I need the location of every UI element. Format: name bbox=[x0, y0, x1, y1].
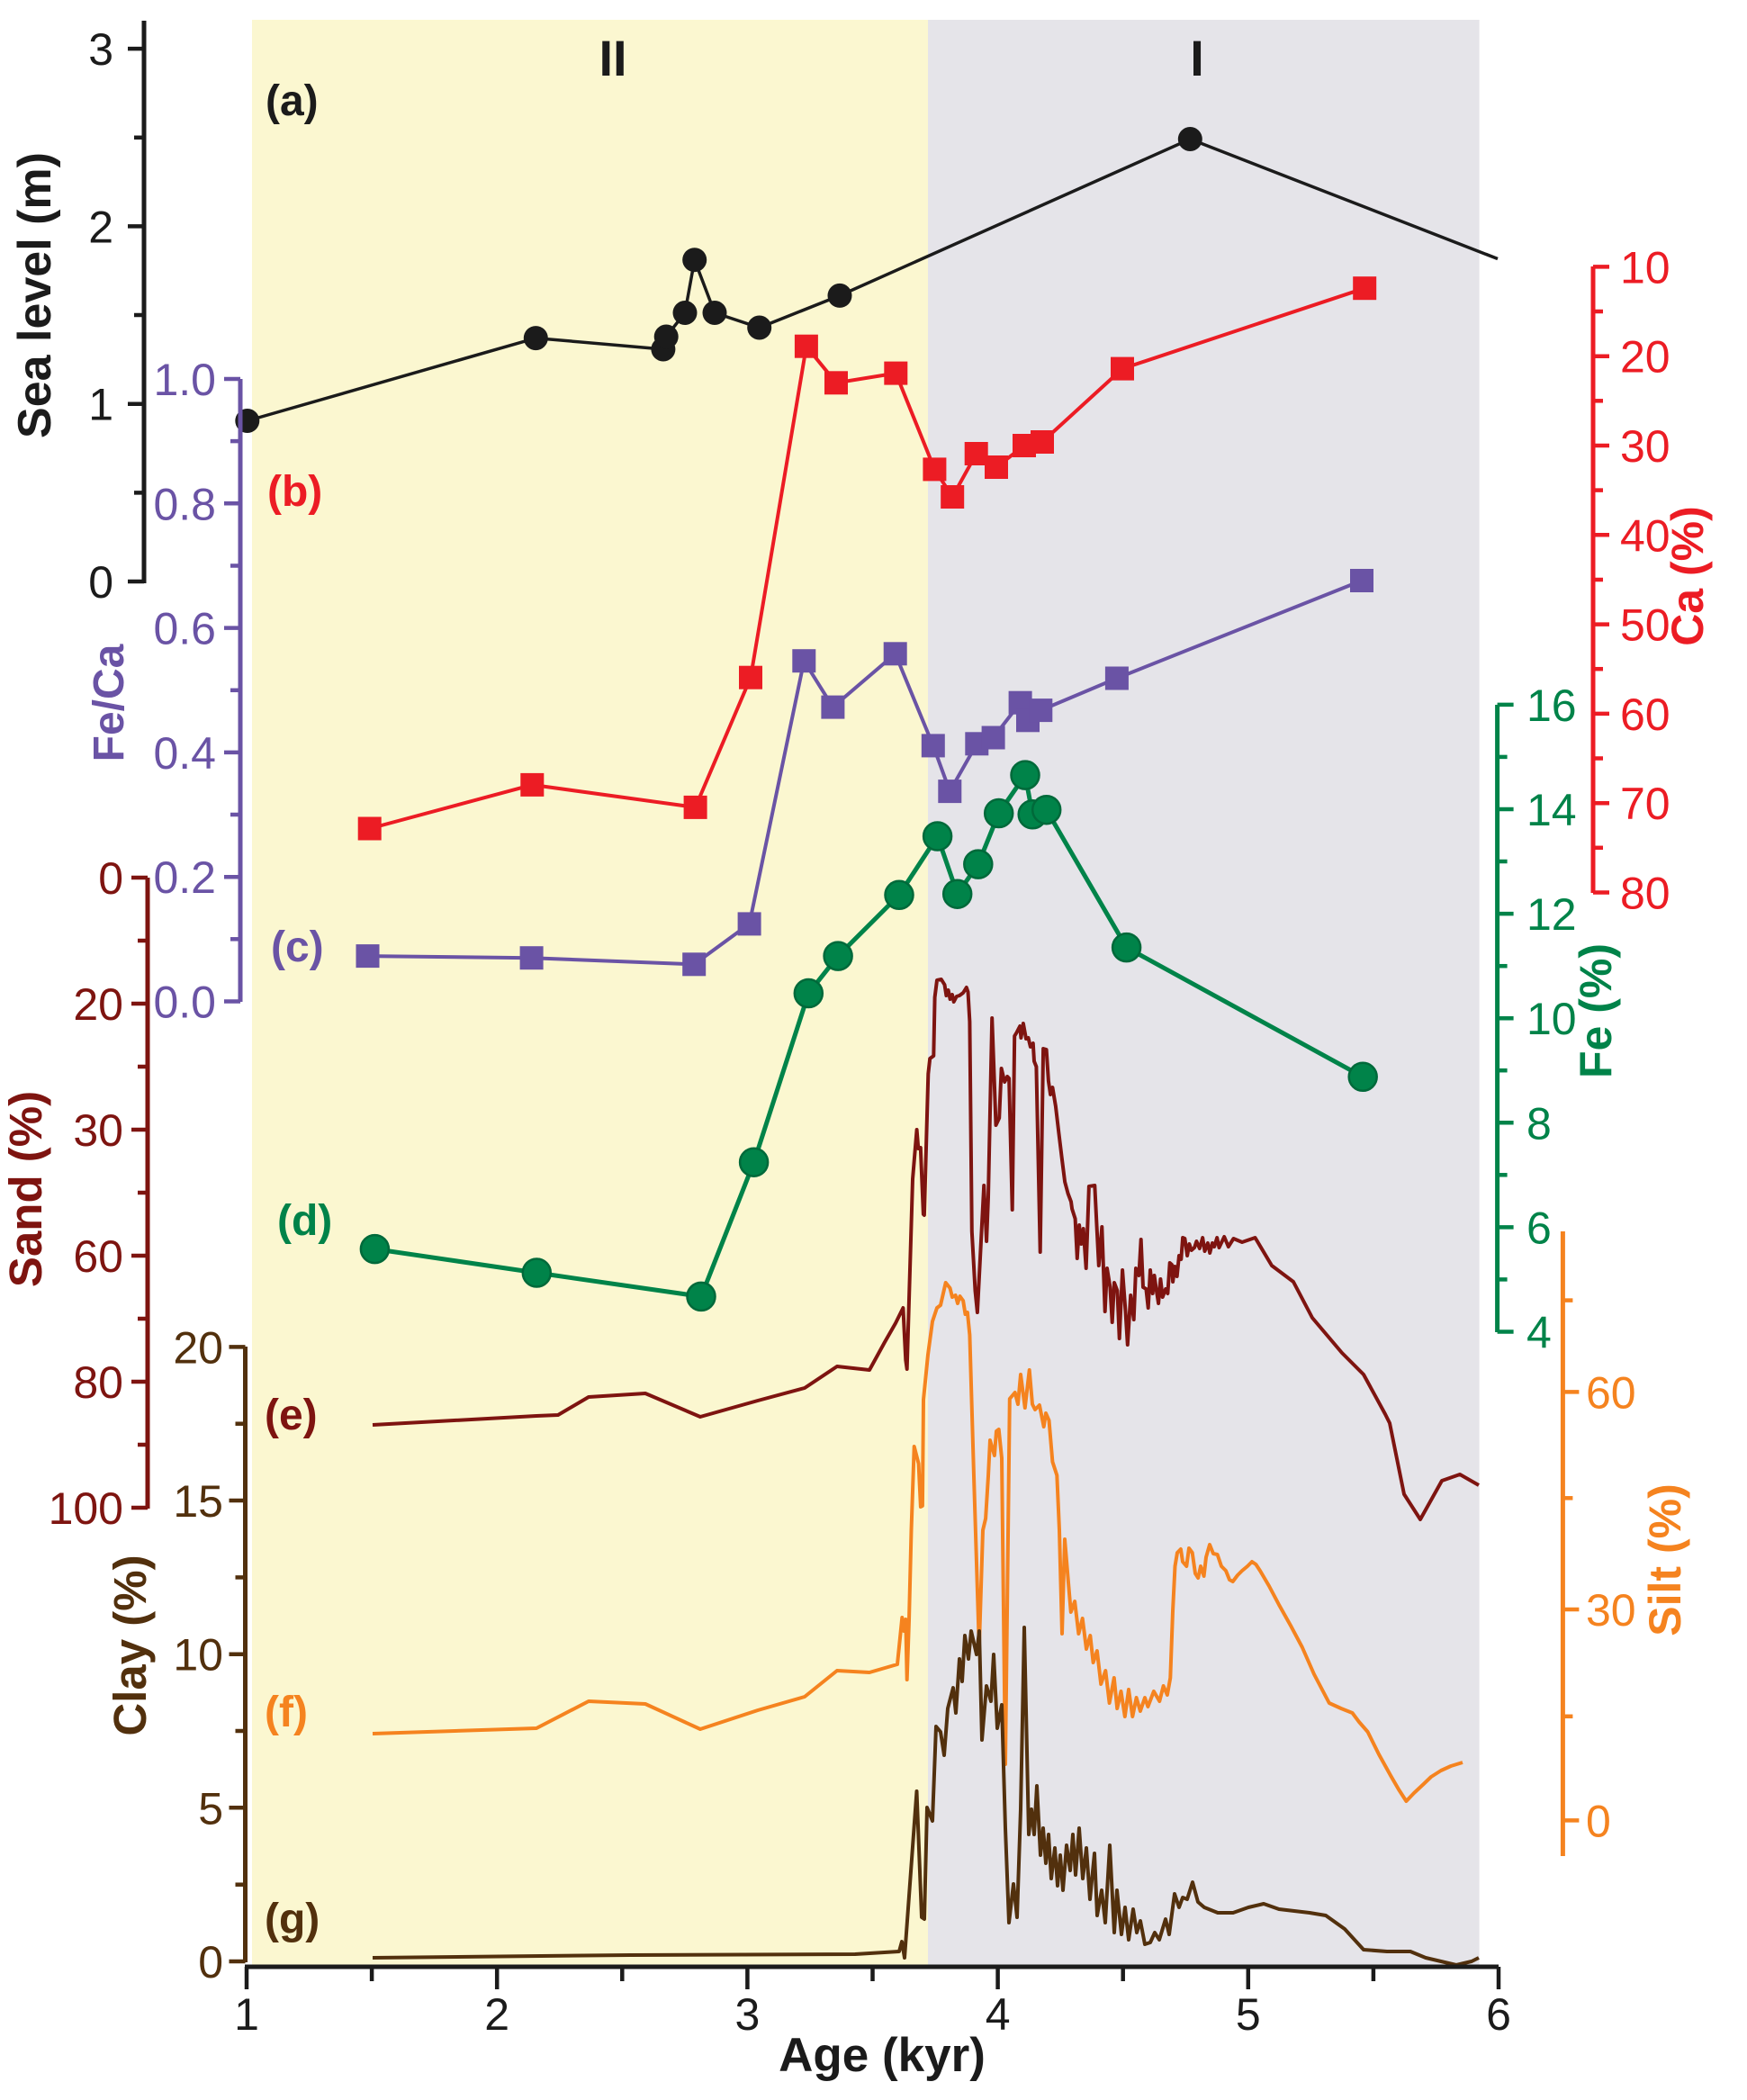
svg-text:1: 1 bbox=[234, 1989, 259, 2040]
svg-text:3: 3 bbox=[88, 24, 113, 75]
svg-text:Silt (%): Silt (%) bbox=[1640, 1483, 1690, 1636]
svg-text:20: 20 bbox=[173, 1322, 223, 1373]
svg-text:Ca (%): Ca (%) bbox=[1662, 506, 1713, 646]
svg-text:0.4: 0.4 bbox=[153, 728, 216, 779]
svg-text:80: 80 bbox=[1620, 869, 1670, 919]
svg-text:4: 4 bbox=[986, 1989, 1011, 2040]
svg-text:15: 15 bbox=[173, 1476, 223, 1527]
svg-text:5: 5 bbox=[198, 1783, 223, 1834]
svg-text:(b): (b) bbox=[267, 468, 322, 516]
svg-text:30: 30 bbox=[73, 1105, 123, 1156]
svg-text:Sea level (m): Sea level (m) bbox=[9, 152, 61, 438]
svg-text:6: 6 bbox=[1486, 1989, 1511, 2040]
svg-text:0: 0 bbox=[88, 557, 113, 608]
svg-text:50: 50 bbox=[1620, 600, 1670, 651]
svg-text:8: 8 bbox=[1526, 1098, 1552, 1149]
svg-text:(g): (g) bbox=[265, 1896, 320, 1943]
svg-text:100: 100 bbox=[49, 1483, 123, 1534]
svg-text:30: 30 bbox=[1586, 1585, 1636, 1636]
svg-text:3: 3 bbox=[734, 1989, 760, 2040]
svg-text:14: 14 bbox=[1526, 785, 1577, 835]
svg-text:2: 2 bbox=[484, 1989, 509, 2040]
svg-text:Clay (%): Clay (%) bbox=[104, 1555, 156, 1735]
svg-text:0.2: 0.2 bbox=[153, 852, 216, 903]
svg-text:(a): (a) bbox=[266, 77, 319, 125]
svg-text:20: 20 bbox=[1620, 332, 1670, 383]
svg-text:10: 10 bbox=[1526, 994, 1577, 1044]
svg-text:Fe (%): Fe (%) bbox=[1571, 943, 1621, 1078]
svg-text:10: 10 bbox=[173, 1630, 223, 1681]
svg-text:(d): (d) bbox=[277, 1197, 332, 1245]
svg-text:6: 6 bbox=[1526, 1203, 1552, 1253]
svg-text:80: 80 bbox=[73, 1357, 123, 1408]
svg-text:0.0: 0.0 bbox=[153, 978, 216, 1028]
svg-text:0: 0 bbox=[1586, 1796, 1611, 1846]
svg-text:4: 4 bbox=[1526, 1308, 1552, 1358]
svg-text:0.6: 0.6 bbox=[153, 604, 216, 654]
svg-text:0: 0 bbox=[198, 1937, 223, 1987]
svg-text:1: 1 bbox=[88, 380, 113, 430]
svg-text:70: 70 bbox=[1620, 779, 1670, 829]
svg-text:1.0: 1.0 bbox=[153, 355, 216, 405]
svg-text:60: 60 bbox=[1620, 689, 1670, 740]
svg-text:I: I bbox=[1190, 30, 1204, 86]
svg-text:16: 16 bbox=[1526, 680, 1577, 731]
svg-text:40: 40 bbox=[1620, 510, 1670, 561]
svg-text:(c): (c) bbox=[271, 924, 324, 971]
svg-text:(f): (f) bbox=[265, 1689, 308, 1736]
svg-text:12: 12 bbox=[1526, 889, 1577, 940]
svg-text:2: 2 bbox=[88, 202, 113, 252]
svg-text:30: 30 bbox=[1620, 421, 1670, 472]
svg-text:5: 5 bbox=[1236, 1989, 1261, 2040]
svg-text:Sand (%): Sand (%) bbox=[0, 1091, 51, 1287]
svg-text:0: 0 bbox=[98, 853, 123, 904]
svg-text:60: 60 bbox=[1586, 1367, 1636, 1418]
svg-text:60: 60 bbox=[73, 1231, 123, 1282]
svg-text:II: II bbox=[599, 30, 626, 86]
svg-text:(e): (e) bbox=[265, 1392, 318, 1439]
svg-text:20: 20 bbox=[73, 979, 123, 1030]
svg-text:Fe/Ca: Fe/Ca bbox=[86, 644, 133, 762]
svg-text:Age (kyr): Age (kyr) bbox=[779, 2029, 986, 2082]
svg-text:0.8: 0.8 bbox=[153, 479, 216, 529]
svg-text:10: 10 bbox=[1620, 242, 1670, 293]
